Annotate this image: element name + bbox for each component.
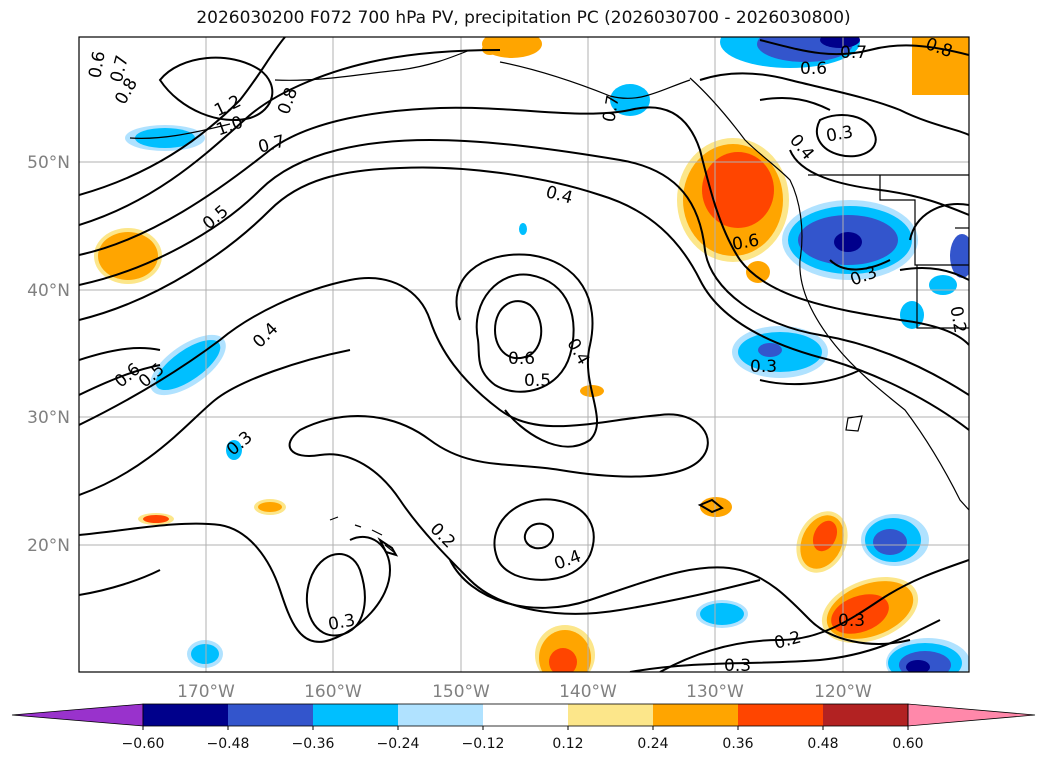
colorbar-swatch [313, 704, 398, 726]
colorbar-tick-label: −0.12 [462, 736, 505, 752]
lon-label-150w: 150°W [432, 682, 490, 702]
colorbar-extend-high [907, 703, 1036, 727]
contour-label: 0.7 [840, 43, 867, 63]
colorbar-swatch [483, 704, 568, 726]
longitude-axis: 170°W 160°W 150°W 140°W 130°W 120°W [177, 682, 872, 702]
contour-label: 0.7 [599, 94, 623, 124]
contour-label: 0.3 [750, 357, 777, 377]
colorbar-tick-label: 0.48 [807, 736, 838, 752]
lon-label-170w: 170°W [177, 682, 235, 702]
contour-label: 0.2 [945, 305, 969, 335]
contour-label: 0.3 [838, 611, 865, 631]
lon-label-140w: 140°W [559, 682, 617, 702]
colorbar-swatch [143, 704, 228, 726]
colorbar-tick-label: 0.36 [722, 736, 753, 752]
colorbar-swatch [228, 704, 313, 726]
lat-label-40n: 40°N [27, 281, 70, 301]
map-area: 0.6 0.7 0.8 1.2 1.0 0.8 0.7 0.5 0.7 0.6 … [79, 37, 969, 676]
colorbar-tick-label: −0.48 [207, 736, 250, 752]
lat-label-50n: 50°N [27, 153, 70, 173]
map-title: 2026030200 F072 700 hPa PV, precipitatio… [196, 8, 851, 28]
colorbar-tick-label: 0.60 [892, 736, 923, 752]
latitude-axis: 50°N 40°N 30°N 20°N [27, 153, 70, 556]
lon-label-130w: 130°W [686, 682, 744, 702]
colorbar-tick-label: 0.24 [637, 736, 668, 752]
colorbar-tick-label: −0.36 [292, 736, 335, 752]
coastlines [129, 49, 969, 554]
contour-label: 0.3 [825, 122, 855, 146]
lat-label-20n: 20°N [27, 536, 70, 556]
contour-label: 0.5 [524, 371, 551, 391]
colorbar-tick-label: −0.24 [377, 736, 420, 752]
lon-label-160w: 160°W [304, 682, 362, 702]
colorbar-extend-low [11, 703, 144, 727]
pv-contours [79, 37, 969, 672]
colorbar-swatch [823, 704, 908, 726]
contour-label: 0.6 [85, 50, 109, 80]
contour-label: 0.6 [731, 231, 761, 255]
contour-label: 0.6 [508, 349, 535, 369]
colorbar-swatch [738, 704, 823, 726]
lat-label-30n: 30°N [27, 408, 70, 428]
lon-label-120w: 120°W [814, 682, 872, 702]
colorbar-tick-label: −0.60 [122, 736, 165, 752]
graticule [79, 37, 969, 672]
colorbar: −0.60 −0.48 −0.36 −0.24 −0.12 0.12 0.24 0.36 0.4… [11, 703, 1036, 752]
colorbar-swatch [653, 704, 738, 726]
colorbar-swatch [568, 704, 653, 726]
contour-label: 0.6 [800, 59, 827, 79]
contour-label: 0.3 [327, 611, 357, 635]
map-frame [78, 36, 970, 673]
colorbar-swatch [398, 704, 483, 726]
contour-label: 0.3 [724, 656, 751, 676]
precipitation-shading [94, 37, 969, 672]
colorbar-outline [142, 703, 909, 727]
colorbar-tick-label: 0.12 [552, 736, 583, 752]
